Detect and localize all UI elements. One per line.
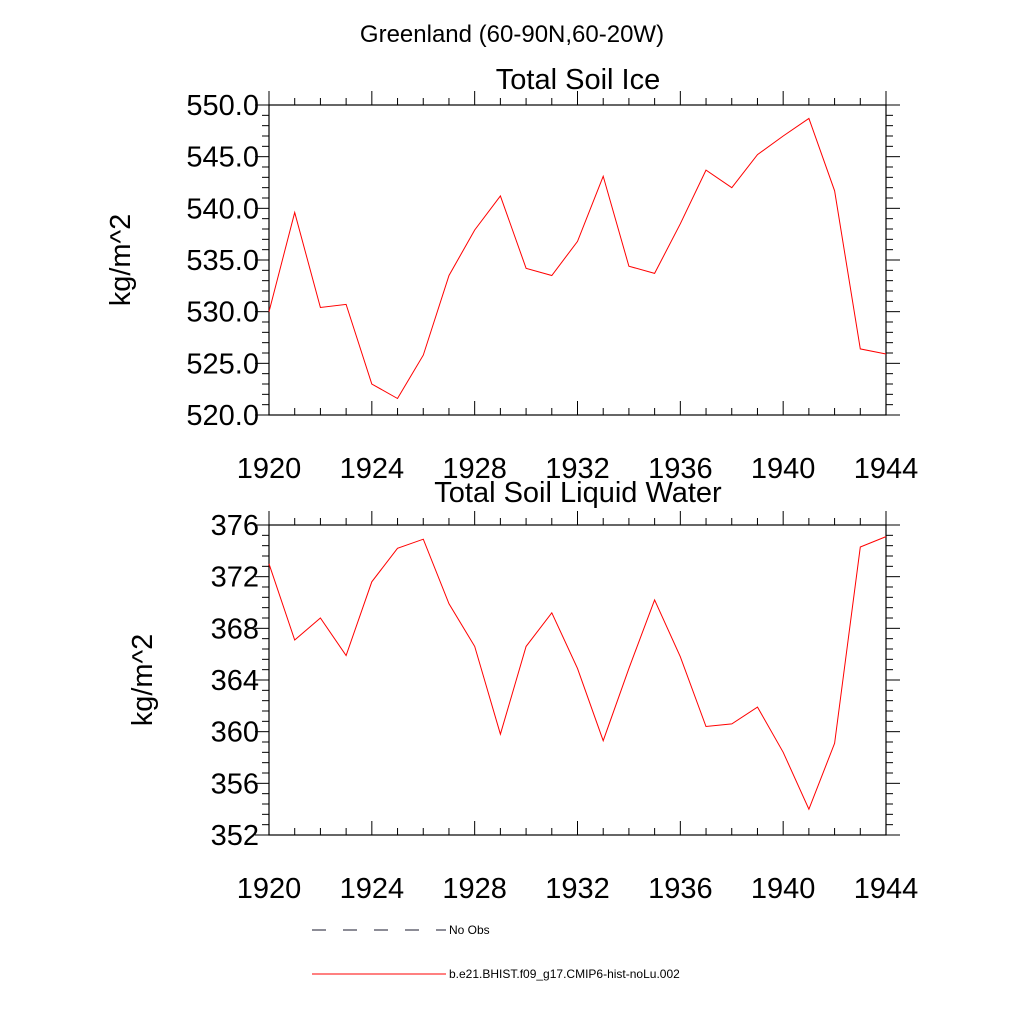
series-line — [268, 536, 887, 811]
y-tick-label: 356 — [211, 768, 259, 800]
figure-title: Greenland (60-90N,60-20W) — [360, 21, 664, 48]
y-tick-labels: 352 356 360 364 368 372 376 — [211, 510, 259, 852]
x-tick-label: 1920 — [237, 873, 302, 905]
x-tick-label: 1944 — [854, 453, 919, 485]
x-tick-label: 1932 — [545, 453, 610, 485]
panel-title: Total Soil Ice — [496, 64, 660, 96]
y-tick-label: 372 — [211, 562, 259, 594]
legend-label: b.e21.BHIST.f09_g17.CMIP6-hist-noLu.002 — [449, 967, 680, 981]
y-tick-label: 530.0 — [186, 297, 259, 329]
panel-title: Total Soil Liquid Water — [434, 477, 722, 509]
x-tick-label: 1940 — [751, 453, 816, 485]
y-tick-label: 368 — [211, 613, 259, 645]
legend-entry-no-obs: No Obs — [312, 923, 490, 937]
x-tick-labels: 1920 1924 1928 1932 1936 1940 1944 — [237, 873, 919, 905]
x-tick-label: 1936 — [648, 873, 713, 905]
legend-entry-model-run: b.e21.BHIST.f09_g17.CMIP6-hist-noLu.002 — [312, 967, 680, 981]
y-tick-label: 545.0 — [186, 142, 259, 174]
plot-frame — [268, 524, 887, 836]
y-tick-label: 364 — [211, 665, 259, 697]
legend: No Obs b.e21.BHIST.f09_g17.CMIP6-hist-no… — [312, 923, 680, 981]
y-axis-label: kg/m^2 — [127, 634, 159, 727]
plot-frame — [268, 104, 887, 416]
x-tick-label: 1928 — [442, 873, 507, 905]
y-tick-label: 535.0 — [186, 245, 259, 277]
x-tick-label: 1924 — [340, 873, 405, 905]
x-tick-label: 1932 — [545, 873, 610, 905]
axis-ticks — [255, 91, 900, 416]
y-tick-label: 376 — [211, 510, 259, 542]
series-line — [268, 117, 887, 400]
y-tick-label: 520.0 — [186, 400, 259, 432]
y-tick-labels: 520.0 525.0 530.0 535.0 540.0 545.0 550.0 — [186, 90, 259, 432]
x-tick-label: 1936 — [648, 453, 713, 485]
axis-ticks — [255, 511, 900, 836]
y-tick-label: 525.0 — [186, 348, 259, 380]
x-tick-label: 1944 — [854, 873, 919, 905]
y-tick-label: 540.0 — [186, 193, 259, 225]
legend-label: No Obs — [449, 923, 490, 937]
x-tick-label: 1924 — [340, 453, 405, 485]
panel-total-soil-liquid-water: Total Soil Liquid Water kg/m^2 352 356 360… — [127, 477, 918, 905]
y-tick-label: 360 — [211, 717, 259, 749]
panel-total-soil-ice: Total Soil Ice kg/m^2 520.0 525.0 530.0 535… — [105, 64, 918, 485]
y-axis-label: kg/m^2 — [105, 214, 137, 307]
x-tick-label: 1920 — [237, 453, 302, 485]
y-tick-label: 352 — [211, 820, 259, 852]
y-tick-label: 550.0 — [186, 90, 259, 122]
x-tick-labels: 1920 1924 1928 1932 1936 1940 1944 — [237, 453, 919, 485]
x-tick-label: 1940 — [751, 873, 816, 905]
x-tick-label: 1928 — [442, 453, 507, 485]
